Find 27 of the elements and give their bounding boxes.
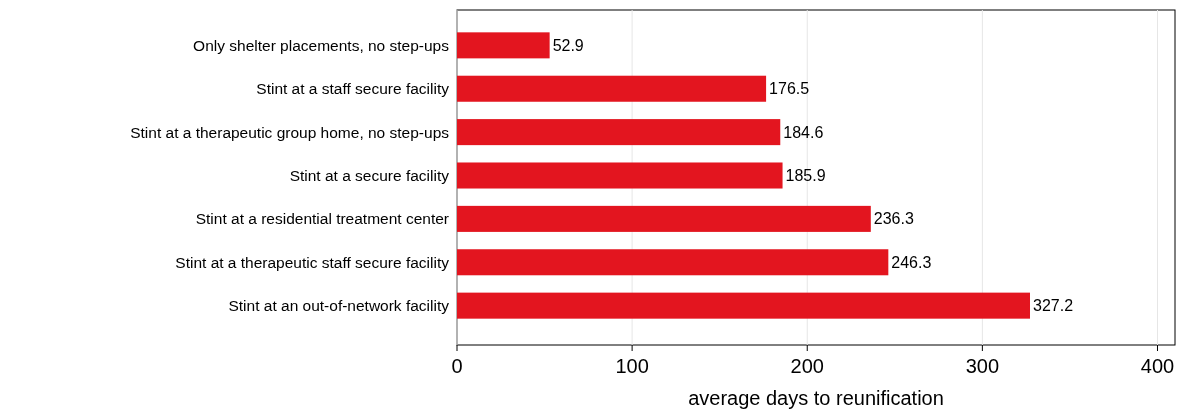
data-label: 236.3 <box>873 210 914 228</box>
y-tick-label: Stint at a residential treatment center <box>195 210 449 228</box>
bar <box>457 292 1030 319</box>
x-tick-label: 200 <box>790 355 824 377</box>
y-tick-label: Stint at an out-of-network facility <box>228 297 450 315</box>
bar <box>457 249 889 276</box>
bar <box>457 75 767 102</box>
y-tick-label: Stint at a staff secure facility <box>256 80 450 98</box>
bar <box>457 119 781 146</box>
y-tick-label: Stint at a secure facility <box>289 166 450 184</box>
x-tick-label: 400 <box>1140 355 1175 377</box>
y-tick-label: Stint at a therapeutic group home, no step-ups <box>130 123 450 141</box>
bar <box>457 205 871 232</box>
x-tick-label: 300 <box>965 355 1000 377</box>
data-label: 176.5 <box>769 80 810 98</box>
data-label: 246.3 <box>891 253 932 271</box>
y-tick-label: Only shelter placements, no step-ups <box>193 36 450 54</box>
data-label: 327.2 <box>1033 297 1074 315</box>
data-label: 185.9 <box>785 167 826 185</box>
data-label: 184.6 <box>783 123 824 141</box>
x-tick-label: 100 <box>615 355 649 377</box>
x-axis-title: average days to reunification <box>688 387 944 409</box>
y-tick-label: Stint at a therapeutic staff secure facility <box>175 253 450 271</box>
bar <box>457 32 550 59</box>
bar <box>457 162 783 189</box>
x-tick-label: 0 <box>451 355 463 377</box>
data-label: 52.9 <box>552 36 584 54</box>
